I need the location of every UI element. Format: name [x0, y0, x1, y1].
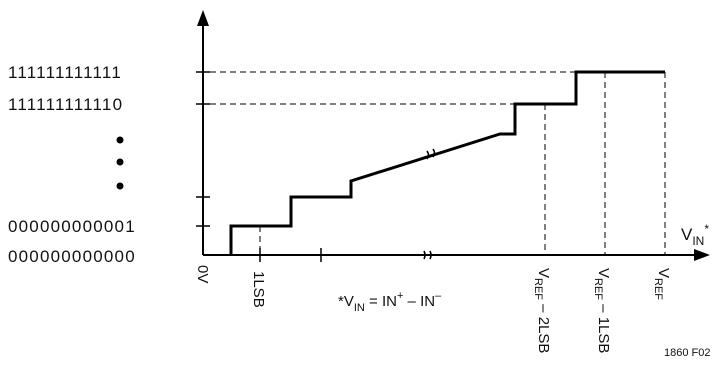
code-label-all-ones: 111111111111 — [8, 63, 122, 82]
ellipsis-dots — [116, 136, 124, 190]
tick-label-vref-2lsb: VREF – 2LSB — [532, 268, 552, 353]
tick-label-0v: 0V — [194, 265, 211, 283]
footnote-vin-definition: *VIN = IN+ – IN– — [338, 290, 442, 314]
code-label-one: 000000000001 — [8, 217, 136, 236]
code-label-zero: 000000000000 — [8, 247, 136, 266]
figure-code: 1860 F02 — [664, 347, 710, 359]
tick-label-1lsb: 1LSB — [250, 271, 267, 308]
y-axis-arrowhead — [197, 10, 209, 26]
transfer-staircase — [229, 70, 665, 255]
tick-label-vref-1lsb: VREF – 1LSB — [592, 268, 612, 353]
code-label-second: 111111111110 — [8, 95, 123, 114]
tick-label-vref: VREF — [652, 268, 672, 300]
x-axis-break-mark — [423, 250, 432, 260]
y-tick-marks — [196, 71, 210, 227]
x-tick-marks — [259, 248, 322, 262]
x-axis-title: VIN* — [681, 222, 709, 248]
slope-break-mark — [426, 148, 436, 160]
x-axis-arrowhead — [694, 249, 710, 261]
dashed-guides — [210, 71, 666, 255]
